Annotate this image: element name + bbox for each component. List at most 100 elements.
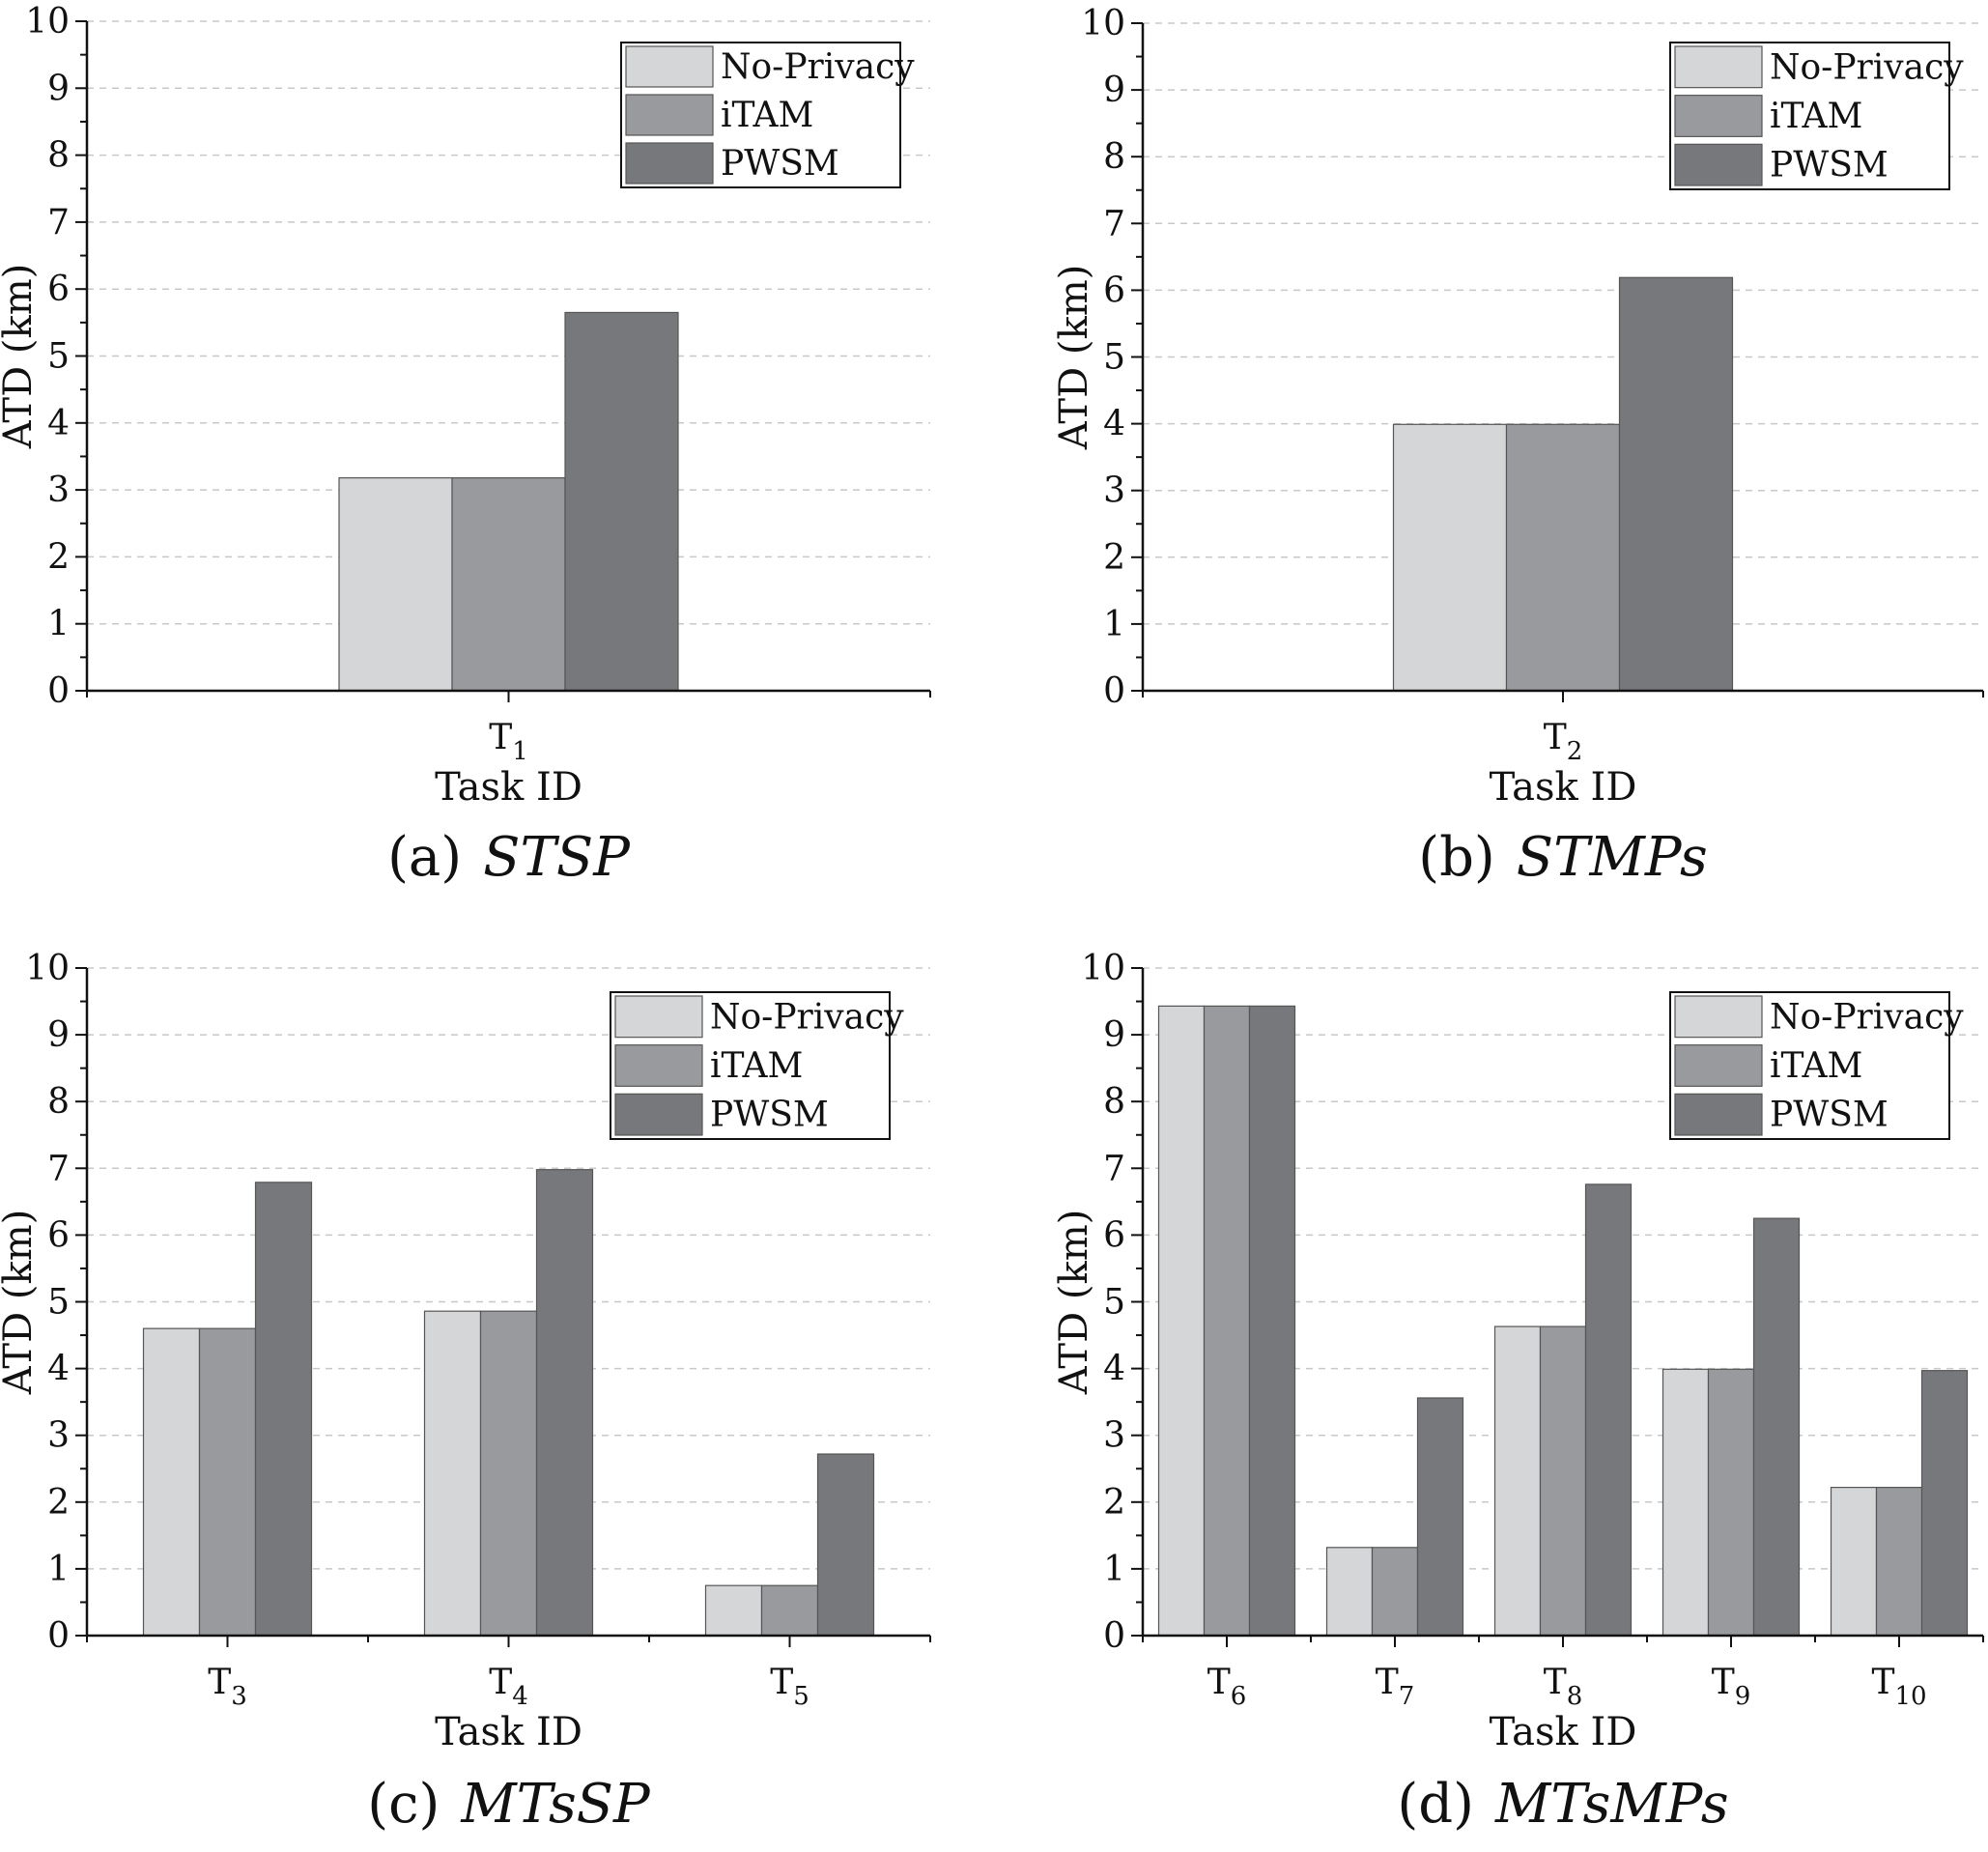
x-tick-label-subscript: 3	[231, 1682, 247, 1711]
y-tick-label: 4	[1103, 1350, 1125, 1389]
y-tick-label: 0	[47, 671, 70, 711]
x-tick-label-base: T	[770, 1663, 793, 1702]
legend: No-Privacy iTAM PWSM	[620, 42, 915, 188]
legend-swatch	[1674, 1044, 1763, 1087]
y-tick-label: 6	[1103, 1215, 1125, 1255]
y-tick-label: 9	[1103, 1015, 1125, 1055]
legend: No-Privacy iTAM PWSM	[1669, 42, 1964, 190]
y-tick-label: 9	[1103, 71, 1125, 110]
caption-label: (a)	[387, 826, 462, 889]
x-tick-label: T8	[1544, 1663, 1583, 1711]
legend-entry: No-Privacy	[1770, 997, 1964, 1037]
y-tick-label: 8	[47, 1082, 70, 1122]
caption-name: MTsSP	[460, 1773, 651, 1836]
y-tick-label: 5	[1103, 338, 1125, 378]
legend-entry: PWSM	[1770, 1096, 1889, 1135]
legend-entry: PWSM	[1770, 146, 1889, 185]
legend: No-Privacy iTAM PWSM	[1669, 991, 1964, 1140]
legend-swatch	[625, 142, 714, 185]
x-tick-label-subscript: 2	[1567, 737, 1583, 766]
bar	[479, 1310, 538, 1637]
legend: No-Privacy iTAM PWSM	[610, 991, 904, 1140]
bar	[1371, 1547, 1419, 1637]
y-tick-label: 8	[47, 136, 70, 176]
x-tick-label-base: T	[1376, 1663, 1399, 1702]
x-tick-label-subscript: 10	[1894, 1682, 1926, 1711]
y-tick-label: 1	[1103, 605, 1125, 644]
bar	[1416, 1397, 1464, 1637]
bar	[816, 1453, 875, 1637]
bar	[142, 1327, 201, 1637]
y-tick-label: 5	[1103, 1283, 1125, 1323]
caption-label: (b)	[1418, 826, 1495, 889]
y-tick-label: 0	[1103, 1616, 1125, 1656]
y-axis-title: ATD (km)	[0, 1210, 41, 1396]
x-tick-label-subscript: 1	[512, 737, 528, 766]
caption-label: (c)	[367, 1773, 440, 1836]
x-tick-label: T3	[208, 1663, 247, 1711]
bar	[1493, 1325, 1542, 1637]
y-tick-label: 3	[47, 1416, 70, 1456]
y-tick-label: 7	[47, 1149, 70, 1188]
panel-caption: (c) MTsSP	[367, 1773, 651, 1836]
y-tick-label: 8	[1103, 137, 1125, 177]
bar	[1618, 276, 1734, 692]
caption-name: STMPs	[1517, 826, 1708, 889]
x-tick-label: T1	[489, 718, 528, 766]
y-tick-label: 9	[47, 1015, 70, 1055]
y-tick-label: 4	[47, 1350, 70, 1389]
y-tick-label: 0	[47, 1616, 70, 1656]
x-tick-label: T6	[1207, 1663, 1247, 1711]
bar	[451, 477, 566, 692]
legend-entry: PWSM	[710, 1096, 829, 1135]
y-tick-label: 8	[1103, 1082, 1125, 1122]
x-tick-label-subscript: 9	[1735, 1682, 1751, 1711]
legend-entry: iTAM	[1770, 97, 1862, 136]
x-tick-label-subscript: 6	[1231, 1682, 1247, 1711]
bar	[1203, 1005, 1251, 1637]
x-axis-title: Task ID	[1490, 1710, 1637, 1754]
bar	[1505, 423, 1621, 692]
panel-caption: (a) STSP	[387, 826, 631, 889]
bar	[1584, 1183, 1633, 1637]
y-tick-label: 2	[47, 537, 70, 577]
y-tick-label: 1	[47, 605, 70, 644]
y-tick-label: 6	[1103, 271, 1125, 310]
y-tick-label: 7	[47, 203, 70, 242]
legend-entry: No-Privacy	[1770, 47, 1964, 87]
legend-entry: iTAM	[721, 96, 813, 135]
legend-swatch	[614, 1044, 703, 1087]
bar	[1875, 1486, 1923, 1637]
bar	[1920, 1370, 1969, 1637]
x-tick-label-subscript: 5	[793, 1682, 809, 1711]
x-tick-label: T7	[1376, 1663, 1415, 1711]
bar	[1157, 1005, 1206, 1637]
legend-swatch	[625, 94, 714, 136]
x-tick-label-subscript: 8	[1567, 1682, 1583, 1711]
legend-entry: No-Privacy	[721, 47, 915, 87]
legend-entry: iTAM	[710, 1046, 803, 1086]
x-tick-label-subscript: 7	[1399, 1682, 1415, 1711]
y-tick-label: 6	[47, 270, 70, 309]
panel-caption: (d) MTsMPs	[1397, 1773, 1728, 1836]
y-tick-label: 4	[1103, 405, 1125, 444]
bar	[1661, 1368, 1710, 1637]
bar	[564, 311, 679, 692]
x-tick-label-base: T	[208, 1663, 231, 1702]
y-tick-label: 2	[1103, 538, 1125, 578]
bar	[535, 1169, 594, 1637]
y-tick-label: 2	[1103, 1483, 1125, 1523]
legend-swatch	[625, 45, 714, 88]
bar	[338, 477, 453, 692]
panel-caption: (b) STMPs	[1418, 826, 1708, 889]
bar	[1248, 1005, 1296, 1637]
y-axis-title: ATD (km)	[0, 264, 41, 450]
legend-swatch	[1674, 95, 1763, 137]
y-tick-label: 5	[47, 1283, 70, 1323]
bar	[254, 1182, 313, 1637]
bar	[1392, 423, 1508, 692]
